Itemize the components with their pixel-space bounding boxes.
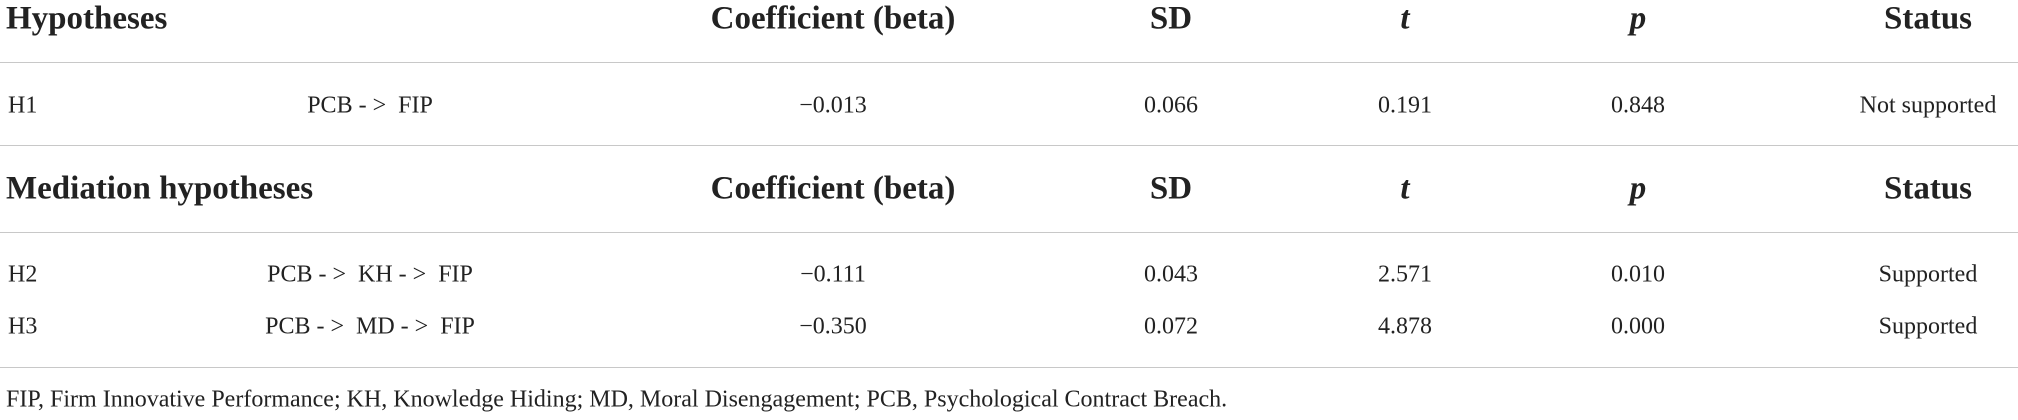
column-header: Coefficient (beta) [710,0,956,37]
column-header: Mediation hypotheses [6,170,314,207]
column-header: SD [1149,170,1193,207]
column-header: Hypotheses [6,0,168,37]
rule [0,232,2018,233]
table-cell: Not supported [1859,92,1997,119]
table-cell: PCB - > MD - > FIP [265,313,475,340]
table-cell: 0.043 [1144,261,1198,288]
table-cell: 0.010 [1611,261,1665,288]
table-cell: Supported [1878,313,1978,340]
table-cell: H1 [8,92,38,119]
table-cell: 0.066 [1144,92,1198,119]
table-cell: 0.848 [1611,92,1665,119]
footnote: FIP, Firm Innovative Performance; KH, Kn… [6,386,1228,413]
table-cell: H3 [8,313,38,340]
table-cell: −0.013 [799,92,867,119]
table-cell: 0.191 [1378,92,1432,119]
table-cell: H2 [8,261,38,288]
table-cell: −0.350 [799,313,867,340]
column-header: Coefficient (beta) [710,170,956,207]
rule [0,145,2018,146]
table-cell: PCB - > FIP [307,92,433,119]
column-header: t [1400,0,1410,37]
table-cell: 0.072 [1144,313,1198,340]
column-header: Status [1883,170,1973,207]
rule [0,367,2018,368]
table-cell: 0.000 [1611,313,1665,340]
column-header: p [1629,0,1647,37]
column-header: p [1629,170,1647,207]
table-cell: Supported [1878,261,1978,288]
table-cell: 2.571 [1378,261,1432,288]
rule [0,62,2018,63]
table-cell: −0.111 [800,261,866,288]
table-cell: 4.878 [1378,313,1432,340]
column-header: Status [1883,0,1973,37]
column-header: t [1400,170,1410,207]
column-header: SD [1149,0,1193,37]
table-cell: PCB - > KH - > FIP [267,261,473,288]
